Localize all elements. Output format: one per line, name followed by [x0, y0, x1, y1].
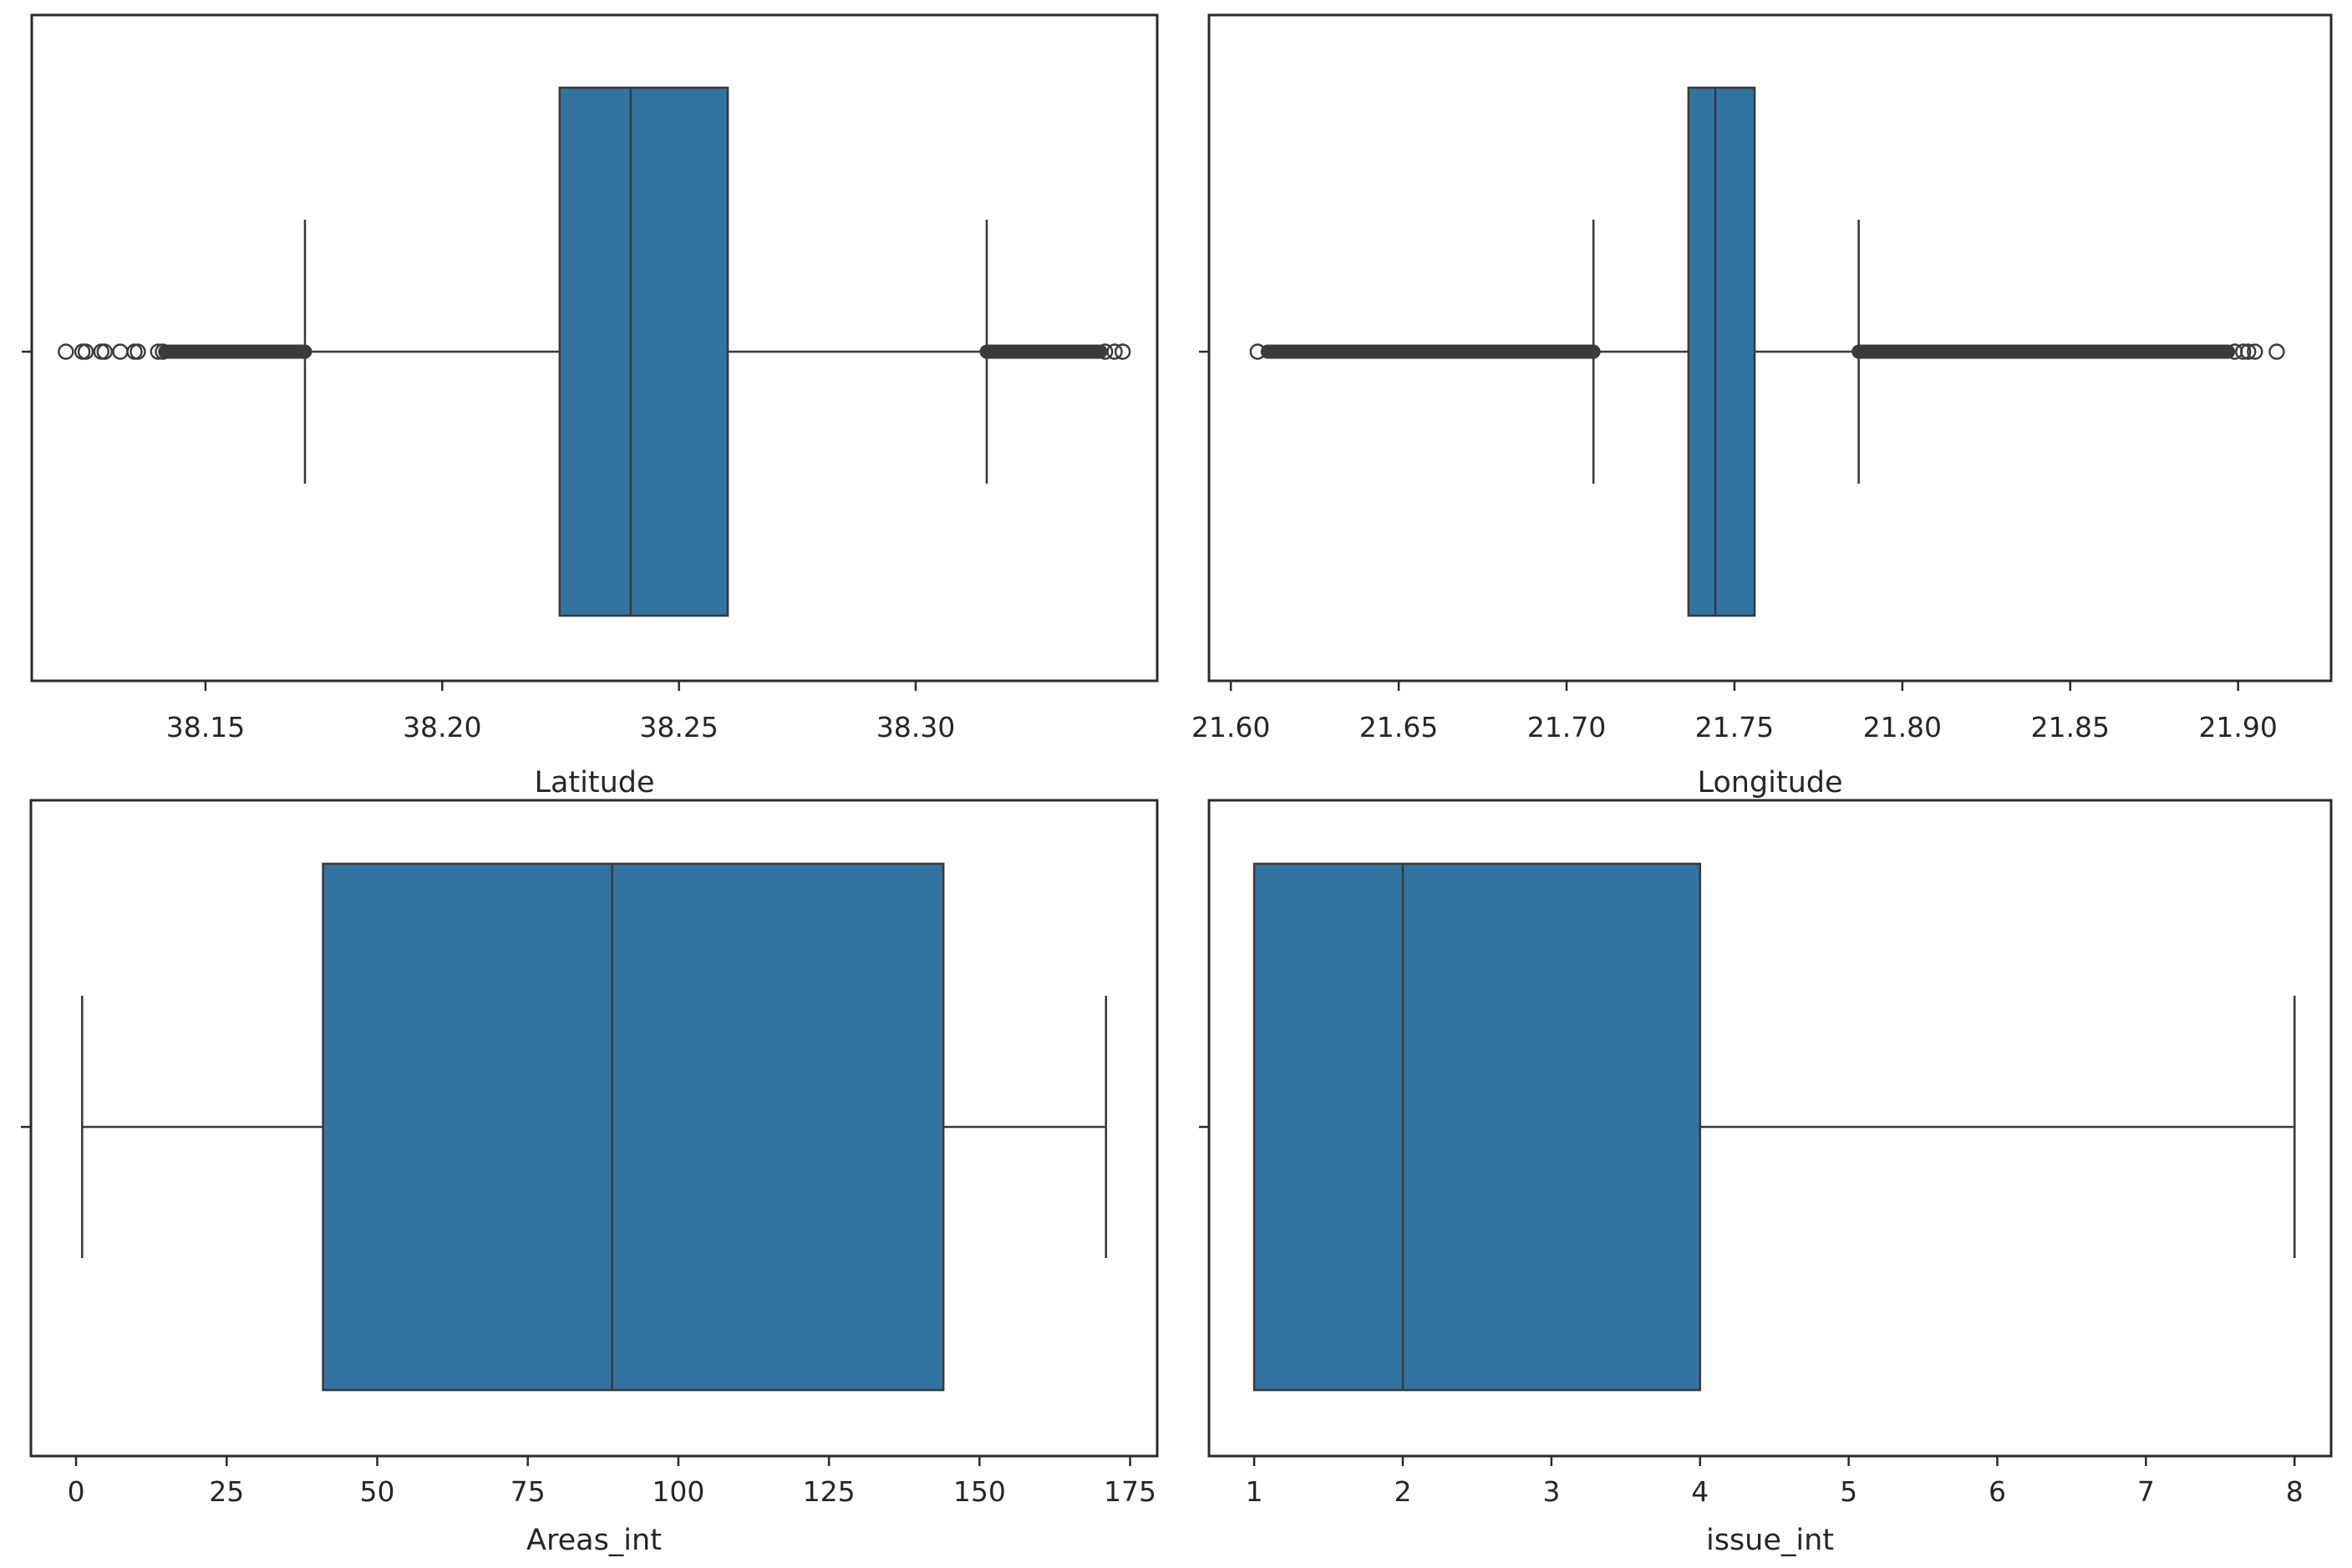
- x-tick-label: 6: [1989, 1475, 2006, 1508]
- iqr-box: [558, 86, 729, 617]
- plot-frame: [30, 13, 1159, 683]
- x-tick-label: 175: [1104, 1475, 1156, 1508]
- x-tick-label: 150: [953, 1475, 1006, 1508]
- x-tick-label: 100: [652, 1475, 704, 1508]
- iqr-box: [1687, 86, 1756, 617]
- plot-frame: [1207, 13, 2333, 683]
- x-axis-label: issue_int: [1706, 1524, 1834, 1557]
- outlier-point: [155, 343, 171, 360]
- x-tick-label: 38.20: [403, 711, 481, 743]
- x-tick-label: 125: [803, 1475, 856, 1508]
- outlier-point: [2240, 343, 2257, 360]
- outlier-point: [2235, 343, 2252, 360]
- x-tick-label: 0: [68, 1475, 85, 1508]
- x-tick-label: 21.75: [1695, 711, 1774, 743]
- x-tick-label: 21.60: [1191, 711, 1270, 743]
- x-tick-label: 21.80: [1863, 711, 1942, 743]
- x-tick-label: 38.30: [876, 711, 955, 743]
- x-tick-label: 21.85: [2031, 711, 2110, 743]
- plot-frame: [29, 799, 1159, 1458]
- outlier-point: [130, 343, 146, 360]
- subplot-areas_int: 0 25 50 75 100 125 150 175 Areas_int: [21, 799, 1159, 1557]
- outlier-point: [2268, 343, 2285, 360]
- x-axis-label: Latitude: [534, 766, 654, 799]
- x-tick-label: 38.15: [166, 711, 245, 743]
- outlier-point: [77, 343, 94, 360]
- outlier-point: [126, 343, 143, 360]
- x-tick-label: 38.25: [639, 711, 718, 743]
- x-tick-label: 21.90: [2198, 711, 2277, 743]
- x-tick-label: 7: [2137, 1475, 2155, 1508]
- x-tick-label: 5: [1840, 1475, 1857, 1508]
- subplot-latitude: 38.15 38.20 38.25 38.30 Latitude: [22, 13, 1159, 799]
- x-tick-label: 75: [511, 1475, 546, 1508]
- x-tick-label: 4: [1691, 1475, 1709, 1508]
- outlier-point: [1249, 343, 1266, 360]
- outlier-point: [93, 343, 110, 360]
- plot-frame: [1207, 799, 2333, 1458]
- subplot-issue_int: 1 2 3 4 5 6 7 8 issue_int: [1199, 799, 2333, 1557]
- outlier-point: [1096, 343, 1114, 360]
- outlier-point: [74, 343, 91, 360]
- x-tick-label: 21.70: [1527, 711, 1606, 743]
- x-tick-label: 21.65: [1359, 711, 1438, 743]
- outlier-point: [1106, 343, 1123, 360]
- x-tick-label: 1: [1246, 1475, 1263, 1508]
- x-axis-label: Areas_int: [526, 1524, 662, 1557]
- x-tick-label: 3: [1542, 1475, 1560, 1508]
- subplot-longitude: 21.60 21.65 21.70 21.75 21.80 21.85 21.90 Longi…: [1191, 13, 2333, 799]
- outlier-point: [1114, 343, 1131, 360]
- x-tick-label: 50: [359, 1475, 394, 1508]
- outlier-point: [112, 343, 129, 360]
- outlier-point: [96, 343, 113, 360]
- outlier-point: [2247, 343, 2263, 360]
- x-tick-label: 2: [1394, 1475, 1411, 1508]
- x-tick-label: 25: [209, 1475, 244, 1508]
- outlier-point: [58, 343, 74, 360]
- iqr-box: [1252, 862, 1702, 1392]
- iqr-box: [322, 862, 945, 1392]
- x-axis-label: Longitude: [1697, 766, 1842, 799]
- outlier-point: [150, 343, 167, 360]
- x-tick-label: 8: [2286, 1475, 2304, 1508]
